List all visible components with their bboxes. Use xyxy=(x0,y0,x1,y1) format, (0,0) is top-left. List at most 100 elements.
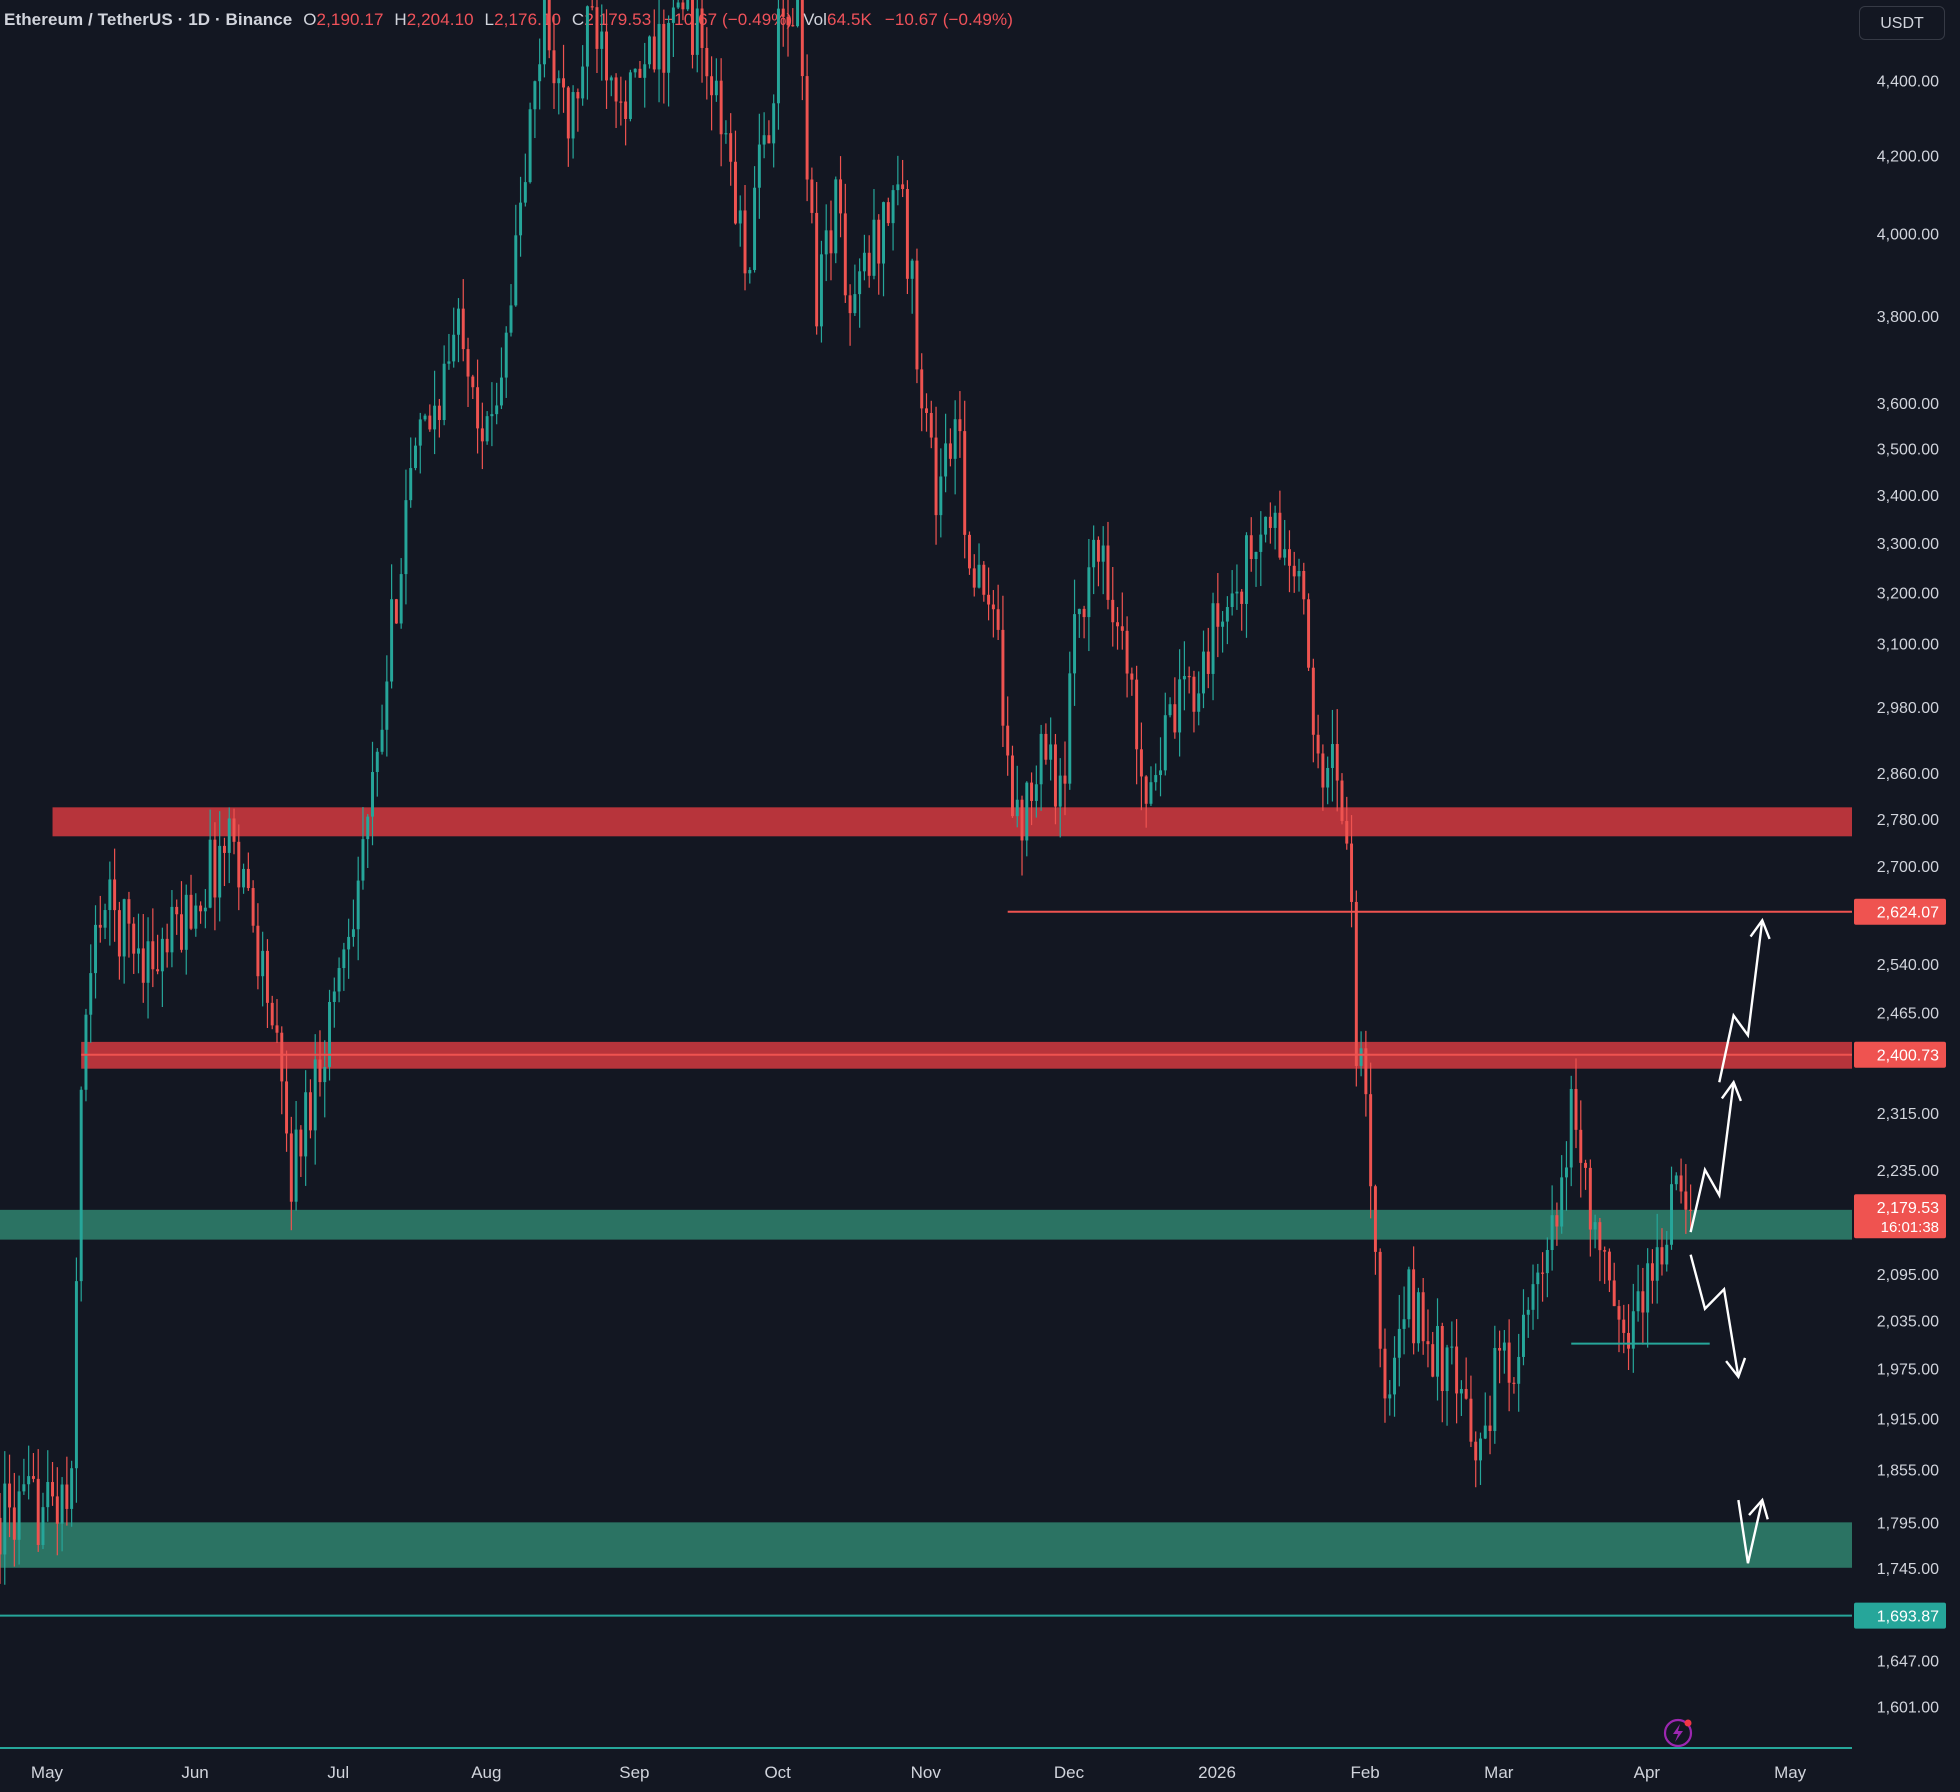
candle-body xyxy=(1082,608,1086,618)
candle xyxy=(1053,733,1057,825)
candle xyxy=(1120,592,1124,650)
candle-body xyxy=(1321,753,1325,788)
candle-body xyxy=(1015,799,1019,817)
candle-body xyxy=(738,210,742,224)
candle-body xyxy=(270,1002,274,1026)
candle xyxy=(1402,1286,1406,1355)
candle-body xyxy=(184,894,188,950)
candle-body xyxy=(175,906,179,915)
candle-body xyxy=(256,925,260,977)
y-tick-label: 2,465.00 xyxy=(1877,1005,1939,1022)
candle-body xyxy=(595,7,599,49)
candle xyxy=(471,374,475,400)
x-tick-label: Nov xyxy=(911,1763,942,1782)
candle xyxy=(237,824,241,911)
candle-body xyxy=(1373,1186,1377,1252)
x-tick-label: Aug xyxy=(471,1763,501,1782)
close-label: C xyxy=(571,10,585,29)
candle-body xyxy=(1292,565,1296,577)
support-zone-4 xyxy=(0,1522,1852,1568)
candle xyxy=(834,176,838,264)
candle xyxy=(1416,1287,1420,1352)
candle-body xyxy=(1426,1341,1430,1345)
candle xyxy=(79,1086,83,1302)
candle xyxy=(571,85,575,159)
candle-body xyxy=(667,22,671,73)
candle-body xyxy=(566,87,570,139)
candle xyxy=(1058,758,1062,838)
candle-body xyxy=(1436,1326,1439,1377)
candle xyxy=(925,393,928,432)
y-tick-label: 2,095.00 xyxy=(1877,1267,1939,1284)
levels-layer xyxy=(0,910,1852,1617)
candle-body xyxy=(1025,782,1029,841)
candle-body xyxy=(934,437,938,516)
candle-body xyxy=(179,914,183,950)
candle xyxy=(1316,714,1320,769)
candle-body xyxy=(729,133,733,162)
candle-body xyxy=(1092,539,1096,568)
candle xyxy=(1474,1431,1478,1488)
candle xyxy=(781,0,785,47)
candle xyxy=(27,1445,31,1500)
candle xyxy=(1655,1213,1659,1304)
candle xyxy=(1469,1375,1473,1448)
candle-body xyxy=(1354,901,1358,1066)
candle-body xyxy=(1006,725,1010,756)
candle xyxy=(609,75,613,97)
candle xyxy=(447,333,451,370)
candle-body xyxy=(1440,1326,1444,1392)
price-axis[interactable]: 2,624.07 2,400.73 1,693.87 2,179.53 16:01:38… xyxy=(1854,73,1946,1716)
candle xyxy=(1197,671,1201,726)
candle xyxy=(514,204,518,307)
candle xyxy=(1564,1141,1568,1211)
y-tick-label: 2,315.00 xyxy=(1877,1106,1939,1123)
y-tick-label: 2,700.00 xyxy=(1877,859,1939,876)
candle xyxy=(1393,1336,1397,1417)
candle xyxy=(1397,1294,1401,1387)
candle-body xyxy=(1646,1263,1650,1313)
lightning-icon[interactable] xyxy=(1662,1717,1694,1749)
projection-path-2 xyxy=(1718,920,1764,1083)
candle-body xyxy=(633,68,637,73)
candle xyxy=(36,1449,40,1552)
candle xyxy=(1421,1277,1425,1355)
candle xyxy=(1049,717,1053,781)
candle xyxy=(972,554,976,597)
currency-unit-button[interactable]: USDT xyxy=(1859,6,1945,40)
candle-body xyxy=(547,0,551,51)
candle xyxy=(137,913,140,974)
candle xyxy=(1445,1344,1449,1426)
candle-body xyxy=(1173,704,1177,733)
candle-body xyxy=(657,23,661,70)
candle xyxy=(1665,1230,1669,1272)
price-label-bg xyxy=(1854,1041,1946,1068)
candle xyxy=(1192,670,1196,733)
candle xyxy=(772,94,776,168)
candle xyxy=(318,1030,322,1097)
candle xyxy=(170,890,174,968)
candle-body xyxy=(414,445,417,469)
candle xyxy=(614,73,618,128)
candle xyxy=(1273,505,1277,550)
candle xyxy=(619,76,623,126)
candle xyxy=(1507,1319,1511,1412)
candle xyxy=(1182,641,1186,711)
candle-body xyxy=(390,599,394,682)
time-axis[interactable]: May Jun Jul Aug Sep Oct Nov Dec 2026 Feb Mar Apr May xyxy=(0,1747,1852,1782)
candle xyxy=(929,400,933,449)
volume-change: −10.67 (−0.49%) xyxy=(884,10,1013,29)
candle-body xyxy=(1120,626,1124,631)
candle-body xyxy=(342,949,346,969)
candle xyxy=(1259,511,1263,587)
candle xyxy=(452,307,456,368)
candle xyxy=(151,908,155,988)
y-tick-label: 2,540.00 xyxy=(1877,957,1939,974)
candle-body xyxy=(8,1483,12,1508)
candle xyxy=(227,807,231,884)
candle-body xyxy=(1244,535,1248,604)
candle-body xyxy=(351,929,355,937)
candle-body xyxy=(323,1066,327,1083)
x-tick-label: May xyxy=(31,1763,64,1782)
